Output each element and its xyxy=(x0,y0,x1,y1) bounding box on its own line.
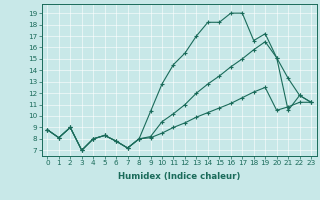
X-axis label: Humidex (Indice chaleur): Humidex (Indice chaleur) xyxy=(118,172,240,181)
